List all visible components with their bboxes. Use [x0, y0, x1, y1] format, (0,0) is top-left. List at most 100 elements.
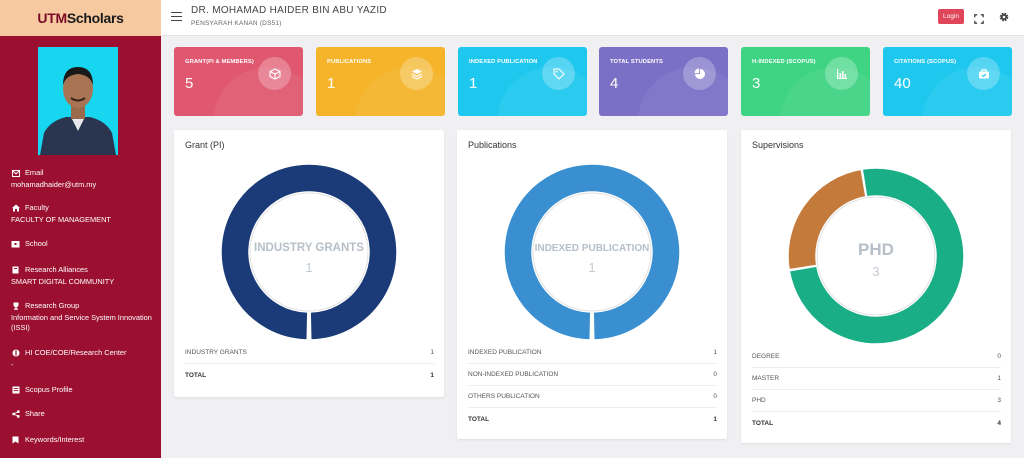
legend-row: PHD 3	[752, 390, 1001, 412]
grant-donut-chart: INDUSTRY GRANTS 1	[220, 163, 398, 341]
donut-slice-phd[interactable]	[788, 167, 965, 345]
stat-label: TOTAL STUDENTS	[610, 59, 663, 65]
profile-photo	[38, 47, 118, 155]
legend-value: 0	[713, 371, 717, 378]
stat-value: 3	[752, 75, 761, 92]
sidebar-item-email[interactable]: Email mohamadhaider@utm.my	[11, 168, 159, 190]
legend-row: MASTER 1	[752, 368, 1001, 390]
mail-icon	[11, 169, 20, 178]
top-header: DR. MOHAMAD HAIDER BIN ABU YAZID PENSYAR…	[161, 0, 1024, 36]
stat-value: 1	[469, 75, 478, 92]
donut-center-label: PHD	[858, 240, 894, 259]
sidebar-item-label: Scopus Profile	[25, 385, 73, 394]
legend-row: OTHERS PUBLICATION 0	[468, 386, 717, 408]
profile-icon	[11, 386, 20, 395]
legend-value: 1	[997, 375, 1001, 382]
legend-value: 0	[713, 393, 717, 400]
legend-label: PHD	[752, 397, 766, 404]
stat-card-citations[interactable]: CITATIONS (SCOPUS) 40	[883, 47, 1012, 116]
sidebar-item-share[interactable]: Share	[11, 409, 159, 419]
legend-label: TOTAL	[468, 415, 490, 423]
sidebar-item-label: HI COE/COE/Research Center	[25, 348, 127, 357]
donut-slice-industry-grants[interactable]	[220, 163, 398, 341]
stat-label: H-INDEXED (SCOPUS)	[752, 59, 816, 65]
supervisions-donut-chart: PHD 3	[787, 167, 965, 345]
bookmark-icon	[11, 436, 20, 445]
sidebar-item-keywords[interactable]: Keywords/Interest	[11, 435, 159, 445]
donut-center	[249, 192, 369, 312]
tag-icon	[542, 57, 575, 90]
stat-label: CITATIONS (SCOPUS)	[894, 59, 957, 65]
legend-label: NON-INDEXED PUBLICATION	[468, 371, 559, 378]
gear-icon[interactable]	[998, 10, 1010, 22]
donut-slice-indexed-publication[interactable]	[503, 163, 681, 341]
sidebar-item-label: Share	[25, 409, 45, 418]
donut-slice-master[interactable]	[787, 168, 867, 271]
fullscreen-icon[interactable]	[974, 11, 984, 24]
legend-label: TOTAL	[752, 419, 774, 427]
legend-label: INDEXED PUBLICATION	[468, 349, 542, 356]
stat-value: 1	[327, 75, 336, 92]
panel-title: Publications	[468, 140, 517, 150]
box-icon	[258, 57, 291, 90]
bar-chart-icon	[825, 57, 858, 90]
stat-label: GRANT(PI & MEMBERS)	[185, 59, 254, 65]
panel-publications: Publications INDEXED PUBLICATION 1 INDEXE…	[457, 130, 727, 439]
legend-total-row: TOTAL 4	[752, 412, 1001, 434]
login-button[interactable]: Login	[938, 9, 964, 24]
legend-value: 1	[430, 371, 434, 379]
legend-label: TOTAL	[185, 371, 207, 379]
lab-icon	[11, 349, 20, 358]
sidebar-item-value: FACULTY OF MANAGEMENT	[11, 215, 111, 224]
legend-value: 3	[997, 397, 1001, 404]
legend-label: MASTER	[752, 375, 780, 382]
legend-row: NON-INDEXED PUBLICATION 0	[468, 364, 717, 386]
donut-center-value: 3	[872, 264, 879, 279]
panel-grant: Grant (PI) INDUSTRY GRANTS 1 INDUSTRY GRA…	[174, 130, 444, 397]
publications-donut-chart: INDEXED PUBLICATION 1	[503, 163, 681, 341]
sidebar-item-value: SMART DIGITAL COMMUNITY	[11, 277, 115, 286]
stat-card-publications[interactable]: PUBLICATIONS 1	[316, 47, 445, 116]
stat-card-grants[interactable]: GRANT(PI & MEMBERS) 5	[174, 47, 303, 116]
sidebar-item-label: Email	[25, 168, 44, 177]
legend-total-row: TOTAL 1	[185, 364, 434, 386]
sidebar-item-research-center[interactable]: HI COE/COE/Research Center -	[11, 348, 159, 370]
sidebar-item-label: Faculty	[25, 203, 49, 212]
page-title: DR. MOHAMAD HAIDER BIN ABU YAZID	[191, 5, 387, 16]
donut-center	[816, 196, 936, 316]
legend-row: INDUSTRY GRANTS 1	[185, 342, 434, 364]
legend-label: DEGREE	[752, 353, 780, 360]
sidebar-item-faculty[interactable]: Faculty FACULTY OF MANAGEMENT	[11, 203, 159, 225]
hamburger-menu-icon[interactable]	[171, 12, 182, 21]
sidebar-item-school[interactable]: School	[11, 239, 159, 249]
stat-card-h-index[interactable]: H-INDEXED (SCOPUS) 3	[741, 47, 870, 116]
panel-supervisions: Supervisions PHD 3 DEGREE 0 MASTER 1 PHD 3 T…	[741, 130, 1011, 443]
legend-row: DEGREE 0	[752, 346, 1001, 368]
legend-label: INDUSTRY GRANTS	[185, 349, 247, 356]
sidebar-item-label: Keywords/Interest	[25, 435, 85, 444]
stat-value: 5	[185, 75, 194, 92]
sidebar-item-label: School	[25, 239, 48, 248]
donut-center-label: INDUSTRY GRANTS	[254, 242, 364, 254]
donut-center-value: 1	[588, 260, 595, 275]
legend-value: 4	[997, 419, 1001, 427]
stat-card-total-students[interactable]: TOTAL STUDENTS 4	[599, 47, 728, 116]
sidebar-item-scopus-profile[interactable]: Scopus Profile	[11, 385, 159, 395]
logo-bar: UTMScholars	[0, 0, 161, 36]
legend-value: 1	[713, 349, 717, 356]
stat-value: 40	[894, 75, 911, 92]
stat-label: INDEXED PUBLICATION	[469, 59, 538, 65]
legend-value: 1	[713, 415, 717, 423]
legend-value: 1	[430, 349, 434, 356]
legend-label: OTHERS PUBLICATION	[468, 393, 540, 400]
panel-title: Supervisions	[752, 140, 804, 150]
legend-total-row: TOTAL 1	[468, 408, 717, 430]
donut-center	[532, 192, 652, 312]
sidebar-item-research-alliances[interactable]: Research Alliances SMART DIGITAL COMMUNI…	[11, 265, 159, 287]
utm-scholars-logo[interactable]: UTMScholars	[37, 10, 124, 26]
sidebar-item-value: -	[11, 360, 14, 369]
donut-center-value: 1	[305, 260, 312, 275]
stat-card-indexed-publication[interactable]: INDEXED PUBLICATION 1	[458, 47, 587, 116]
sidebar-item-value: mohamadhaider@utm.my	[11, 180, 97, 189]
sidebar-item-research-group[interactable]: Research Group Information and Service S…	[11, 301, 159, 333]
